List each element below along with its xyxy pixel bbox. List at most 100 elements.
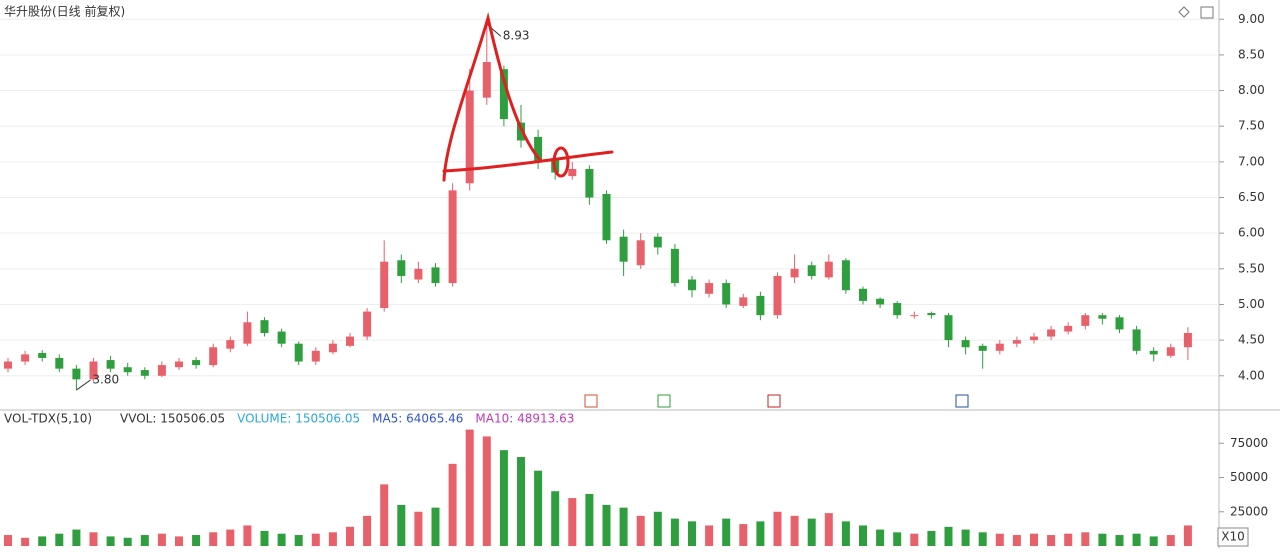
volume-bar bbox=[328, 532, 337, 546]
event-marker[interactable] bbox=[657, 394, 671, 408]
legend-item: MA10: 48913.63 bbox=[475, 412, 574, 426]
volume-bar bbox=[756, 521, 765, 546]
volume-bar bbox=[1064, 533, 1073, 546]
toolbar-icon[interactable] bbox=[1178, 6, 1190, 18]
candle-body bbox=[1064, 325, 1073, 332]
candle-body bbox=[277, 331, 286, 344]
candle-body bbox=[841, 260, 850, 291]
y-tick-label: 7.00 bbox=[1238, 154, 1265, 168]
candle-body bbox=[1012, 340, 1021, 344]
volume-bar bbox=[790, 515, 799, 546]
volume-bar bbox=[619, 507, 628, 546]
legend-item: VOLUME: 150506.05 bbox=[237, 412, 360, 426]
volume-bar bbox=[722, 518, 731, 546]
candle-body bbox=[243, 322, 252, 344]
volume-bar bbox=[226, 529, 235, 546]
event-marker[interactable] bbox=[767, 394, 781, 408]
volume-bar bbox=[414, 511, 423, 546]
candle-body bbox=[1149, 350, 1158, 355]
drawn-triangle bbox=[442, 12, 542, 182]
candle-body bbox=[4, 361, 12, 369]
event-marker[interactable] bbox=[584, 394, 598, 408]
candle-body bbox=[106, 360, 115, 369]
volume-bar bbox=[499, 450, 508, 546]
volume-bar bbox=[21, 537, 30, 546]
candle-body bbox=[1081, 315, 1090, 326]
volume-bar bbox=[944, 526, 953, 546]
y-tick-label: 50000 bbox=[1230, 470, 1268, 484]
candle-body bbox=[72, 368, 81, 380]
candle-body bbox=[790, 268, 799, 278]
toolbar-icon[interactable] bbox=[1200, 6, 1214, 19]
volume-bar bbox=[739, 524, 748, 546]
volume-bar bbox=[1166, 535, 1175, 546]
candle-body bbox=[807, 265, 816, 276]
volume-bar bbox=[55, 533, 64, 546]
volume-bar bbox=[175, 536, 183, 546]
y-tick-label: 25000 bbox=[1230, 504, 1268, 518]
y-tick-label: 6.50 bbox=[1238, 190, 1265, 204]
volume-bar bbox=[1098, 533, 1107, 546]
volume-bar bbox=[482, 436, 491, 546]
candle-body bbox=[893, 303, 902, 316]
volume-bar bbox=[1012, 535, 1021, 546]
y-tick-label: 7.50 bbox=[1238, 119, 1265, 133]
event-markers bbox=[584, 394, 969, 408]
volume-bar bbox=[1047, 535, 1056, 546]
volume-bar bbox=[551, 491, 560, 546]
volume-bar bbox=[876, 529, 885, 546]
volume-bar bbox=[72, 529, 81, 546]
candle-body bbox=[910, 315, 919, 317]
candle-body bbox=[824, 261, 833, 278]
volume-bar bbox=[243, 525, 252, 546]
candle-body bbox=[1115, 317, 1124, 330]
candle-body bbox=[756, 295, 765, 316]
candle-body bbox=[995, 343, 1004, 351]
volume-bar bbox=[294, 535, 303, 546]
volume-bar bbox=[893, 532, 902, 546]
volume-bar bbox=[1132, 533, 1141, 546]
volume-bar bbox=[585, 493, 594, 546]
volume-bar bbox=[209, 532, 218, 546]
candle-body bbox=[226, 340, 235, 349]
volume-bar bbox=[517, 456, 525, 546]
y-tick-label: 75000 bbox=[1230, 436, 1268, 450]
candle-body bbox=[585, 168, 594, 198]
volume-bar bbox=[995, 533, 1004, 546]
candle-body bbox=[175, 361, 183, 368]
candle-body bbox=[465, 90, 474, 184]
candle-body bbox=[123, 367, 132, 373]
candle-body bbox=[602, 193, 611, 241]
candle-body bbox=[705, 283, 714, 294]
volume-bar bbox=[346, 526, 354, 546]
volume-bar bbox=[602, 504, 611, 546]
volume-bar bbox=[4, 535, 12, 546]
volume-bar bbox=[363, 515, 372, 546]
candle-body bbox=[961, 340, 970, 348]
candle-body bbox=[346, 336, 354, 346]
y-tick-label: 8.00 bbox=[1238, 83, 1265, 97]
candle-body bbox=[1030, 336, 1038, 341]
candle-body bbox=[859, 288, 867, 301]
candle-body bbox=[311, 350, 320, 362]
candle-body bbox=[157, 365, 166, 376]
candle-body bbox=[397, 260, 406, 276]
candle-body bbox=[55, 357, 64, 369]
event-marker[interactable] bbox=[955, 394, 969, 408]
hand-drawn-markup bbox=[442, 12, 614, 182]
volume-title: VOL-TDX(5,10) bbox=[4, 412, 92, 426]
candle-body bbox=[294, 343, 303, 362]
volume-bar bbox=[465, 429, 474, 546]
candle-body bbox=[363, 311, 372, 337]
candle-body bbox=[944, 315, 953, 341]
volume-bar bbox=[38, 536, 47, 546]
unit-label: X10 bbox=[1221, 530, 1245, 544]
candle-body bbox=[619, 236, 628, 262]
candle-body bbox=[1047, 329, 1056, 337]
candle-body bbox=[260, 320, 269, 333]
legend-item: MA5: 64065.46 bbox=[372, 412, 463, 426]
volume-bar bbox=[807, 518, 816, 546]
